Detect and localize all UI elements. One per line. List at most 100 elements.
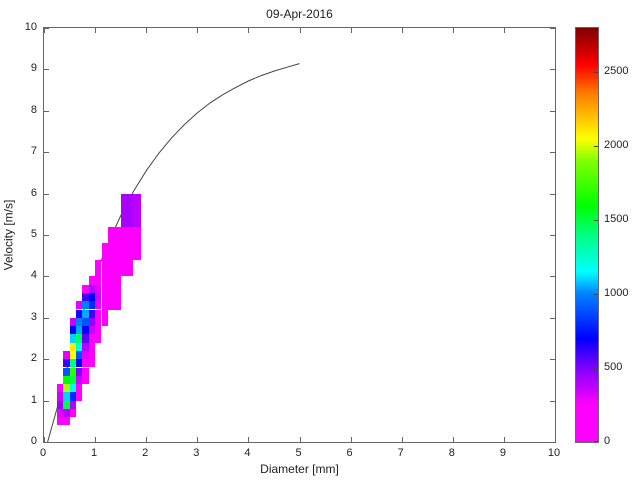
heatmap-cell bbox=[82, 284, 89, 293]
x-axis-tick-labels: 0 1 2 3 4 5 6 7 8 9 10 bbox=[39, 447, 560, 461]
heatmap-cell bbox=[88, 301, 96, 310]
heatmap-cell bbox=[82, 342, 89, 351]
x-tick-label: 0 bbox=[39, 447, 47, 459]
x-tick-label: 7 bbox=[397, 447, 404, 459]
colorbar-tick-label: 0 bbox=[604, 435, 611, 447]
heatmap-cell bbox=[88, 293, 96, 302]
colorbar-tick-mark bbox=[594, 72, 598, 74]
y-tick-mark bbox=[550, 110, 555, 112]
heatmap-cell bbox=[88, 326, 96, 335]
heatmap-cell bbox=[95, 284, 102, 293]
plot-area bbox=[43, 27, 556, 443]
colorbar-tick-mark bbox=[594, 294, 598, 296]
heatmap-cell bbox=[95, 326, 102, 335]
colorbar-tick-mark bbox=[594, 441, 598, 442]
x-tick-mark bbox=[146, 437, 148, 442]
heatmap-cell bbox=[101, 276, 108, 293]
heatmap-cell bbox=[56, 384, 64, 393]
heatmap-cell bbox=[63, 400, 70, 409]
x-tick-mark bbox=[197, 28, 199, 33]
heatmap-cell bbox=[69, 359, 76, 368]
heatmap-cell bbox=[82, 375, 89, 385]
y-tick-label: 3 bbox=[30, 310, 37, 323]
heatmap-cell bbox=[88, 276, 96, 285]
x-tick-label: 9 bbox=[499, 447, 506, 459]
heatmap-cell bbox=[88, 359, 96, 368]
heatmap-cell bbox=[107, 293, 121, 310]
heatmap-cell bbox=[101, 309, 108, 327]
colorbar-tick-labels: 0 500 1000 1500 2000 2500 bbox=[604, 27, 638, 447]
y-tick-mark bbox=[44, 110, 49, 112]
x-tick-mark bbox=[95, 437, 97, 442]
x-tick-mark bbox=[299, 28, 301, 33]
heatmap-cell bbox=[95, 276, 102, 285]
colorbar-tick-mark bbox=[594, 368, 598, 370]
heatmap-cell bbox=[56, 400, 64, 409]
y-tick-label: 6 bbox=[30, 186, 37, 199]
y-tick-mark bbox=[44, 359, 49, 361]
y-tick-mark bbox=[44, 442, 49, 443]
y-tick-mark bbox=[550, 235, 555, 236]
heatmap-cell bbox=[107, 259, 121, 277]
y-tick-mark bbox=[44, 317, 49, 319]
colorbar-tick-label: 2000 bbox=[604, 139, 629, 152]
heatmap-cell bbox=[95, 317, 102, 327]
heatmap-cell bbox=[82, 317, 89, 327]
heatmap-cell bbox=[95, 309, 102, 318]
heatmap-cell bbox=[69, 408, 76, 418]
heatmap-cell bbox=[82, 309, 89, 318]
heatmap-cell bbox=[63, 359, 70, 368]
heatmap-cell bbox=[88, 350, 96, 360]
y-tick-mark bbox=[550, 193, 555, 195]
y-tick-label: 2 bbox=[30, 352, 37, 365]
colorbar-gradient bbox=[576, 28, 598, 442]
heatmap-cell bbox=[63, 350, 70, 360]
heatmap-cell bbox=[101, 243, 108, 260]
heatmap-cell bbox=[69, 400, 76, 409]
heatmap-cell bbox=[88, 317, 96, 327]
heatmap-cell bbox=[69, 392, 76, 401]
x-tick-mark bbox=[95, 28, 97, 33]
y-tick-label: 0 bbox=[30, 435, 37, 447]
x-tick-mark bbox=[503, 437, 505, 442]
y-tick-label: 7 bbox=[30, 145, 37, 158]
heatmap-cell bbox=[133, 226, 142, 260]
heatmap-cell bbox=[75, 326, 83, 335]
heatmap-cell bbox=[82, 293, 89, 302]
x-tick-label: 2 bbox=[142, 447, 149, 459]
x-tick-mark bbox=[452, 437, 454, 442]
heatmap-cell bbox=[120, 226, 134, 244]
y-tick-mark bbox=[550, 28, 555, 29]
y-tick-mark bbox=[550, 442, 555, 443]
x-axis-label: Diameter [mm] bbox=[260, 462, 339, 476]
y-tick-mark bbox=[550, 276, 555, 278]
y-tick-mark bbox=[550, 400, 555, 402]
heatmap-cell bbox=[88, 334, 96, 343]
terminal-velocity-curve bbox=[47, 63, 300, 442]
x-tick-mark bbox=[350, 28, 352, 33]
x-tick-mark bbox=[452, 28, 454, 33]
y-tick-mark bbox=[44, 276, 49, 278]
y-tick-mark bbox=[550, 69, 555, 71]
heatmap-cell bbox=[107, 226, 121, 244]
y-tick-mark bbox=[550, 317, 555, 319]
x-tick-mark bbox=[44, 437, 45, 442]
heatmap-cell bbox=[107, 276, 121, 293]
heatmap-cell bbox=[75, 334, 83, 343]
heatmap-cell bbox=[63, 367, 70, 376]
heatmap-cell bbox=[95, 334, 102, 343]
heatmap-cell bbox=[82, 301, 89, 310]
heatmap-cell bbox=[75, 375, 83, 385]
heatmap-cell bbox=[56, 392, 64, 401]
heatmap-cell bbox=[75, 317, 83, 327]
x-tick-mark bbox=[44, 28, 45, 33]
heatmap-cell bbox=[69, 317, 76, 327]
heatmap-cell bbox=[82, 350, 89, 360]
heatmap-cell bbox=[69, 342, 76, 351]
colorbar-tick-mark bbox=[594, 146, 598, 148]
heatmap-cell bbox=[75, 342, 83, 351]
x-tick-mark bbox=[555, 28, 556, 33]
x-tick-label: 10 bbox=[547, 447, 561, 459]
colorbar-tick-label: 500 bbox=[604, 361, 623, 374]
